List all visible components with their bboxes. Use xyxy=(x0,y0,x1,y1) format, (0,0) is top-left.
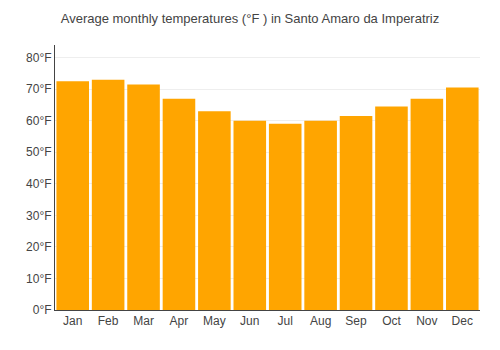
svg-text:0°F: 0°F xyxy=(33,303,52,317)
svg-text:50°F: 50°F xyxy=(26,145,51,159)
svg-text:Jun: Jun xyxy=(240,314,259,328)
svg-text:80°F: 80°F xyxy=(26,51,51,65)
svg-text:Aug: Aug xyxy=(310,314,331,328)
svg-text:Mar: Mar xyxy=(133,314,154,328)
svg-text:60°F: 60°F xyxy=(26,114,51,128)
svg-text:70°F: 70°F xyxy=(26,82,51,96)
svg-text:Oct: Oct xyxy=(382,314,401,328)
svg-text:Apr: Apr xyxy=(170,314,189,328)
svg-text:Nov: Nov xyxy=(416,314,437,328)
svg-text:20°F: 20°F xyxy=(26,240,51,254)
svg-text:Sep: Sep xyxy=(345,314,367,328)
svg-text:Jan: Jan xyxy=(63,314,82,328)
svg-text:10°F: 10°F xyxy=(26,272,51,286)
svg-text:Dec: Dec xyxy=(452,314,473,328)
svg-text:Average monthly temperatures (: Average monthly temperatures (°F ) in Sa… xyxy=(61,11,440,26)
svg-text:Jul: Jul xyxy=(278,314,293,328)
svg-text:30°F: 30°F xyxy=(26,209,51,223)
svg-text:40°F: 40°F xyxy=(26,177,51,191)
svg-text:Feb: Feb xyxy=(98,314,119,328)
svg-text:May: May xyxy=(203,314,226,328)
